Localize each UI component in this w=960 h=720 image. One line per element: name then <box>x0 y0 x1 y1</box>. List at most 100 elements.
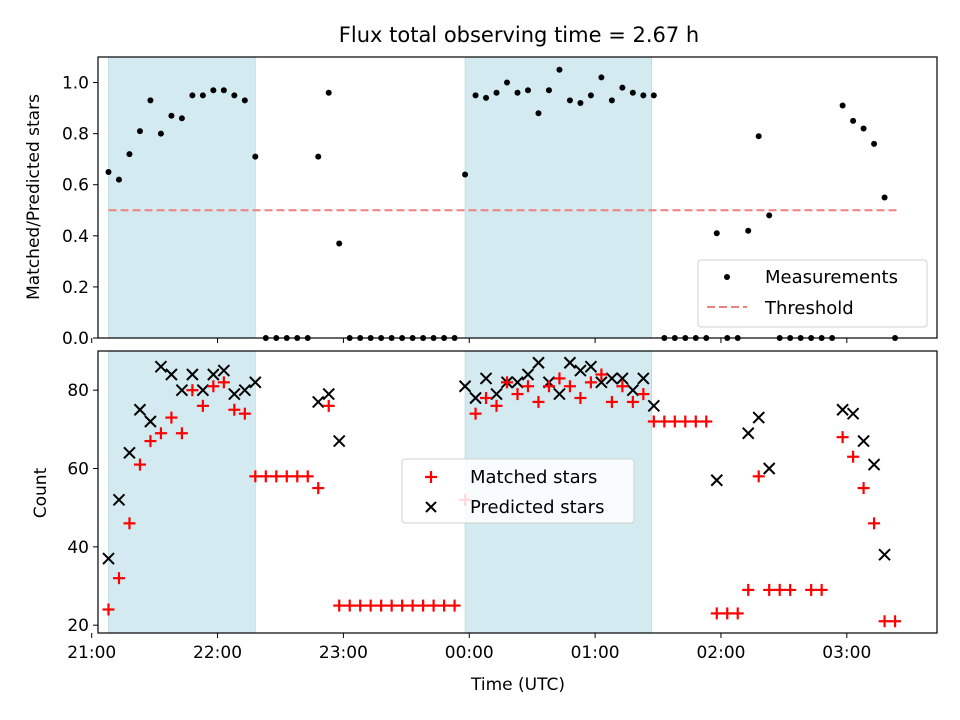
predicted-stars-point <box>626 383 640 397</box>
measurement-point <box>535 110 542 117</box>
measurement-point <box>556 66 563 73</box>
matched-stars-point <box>763 583 776 596</box>
predicted-stars-point <box>563 356 577 369</box>
y-tick-label: 40 <box>67 538 89 558</box>
measurement-point <box>871 140 878 147</box>
matched-stars-point <box>679 415 692 428</box>
x-tick-label: 02:00 <box>696 643 745 663</box>
ratio-legend-box <box>697 259 928 328</box>
matched-stars-point <box>270 470 283 483</box>
matched-stars-point <box>847 450 860 463</box>
predicted-stars-point <box>490 387 503 401</box>
matched-stars-point <box>490 399 503 412</box>
predicted-stars-point <box>836 403 849 416</box>
matched-stars-point <box>805 583 818 596</box>
measurement-point <box>577 99 584 106</box>
matched-stars-point <box>784 583 797 596</box>
matched-stars-point <box>637 388 650 401</box>
measurement-point <box>157 130 164 137</box>
predicted-stars-point <box>133 403 147 416</box>
matched-stars-point <box>396 599 409 612</box>
measurement-point <box>241 97 248 104</box>
predicted-stars-point <box>511 376 524 389</box>
measurement-point <box>587 92 594 99</box>
matched-stars-point <box>364 599 377 612</box>
matched-stars-point <box>511 388 524 401</box>
matched-stars-point <box>175 427 188 440</box>
legend-matched-label: Matched stars <box>470 467 597 488</box>
predicted-stars-point <box>458 380 472 393</box>
ratio-legend: Measurements Threshold <box>697 259 928 328</box>
measurement-point <box>189 92 196 99</box>
legend-threshold-label: Threshold <box>764 298 854 319</box>
predicted-stars-point <box>186 368 199 381</box>
x-tick-label: 00:00 <box>445 643 494 663</box>
predicted-stars-point <box>228 387 241 401</box>
predicted-stars-point <box>479 372 493 385</box>
predicted-stars-point <box>857 434 870 448</box>
x-tick-label: 22:00 <box>193 643 242 663</box>
matched-stars-point <box>186 384 199 397</box>
predicted-stars-point <box>532 356 545 369</box>
predicted-stars-point <box>144 415 157 428</box>
matched-stars-point <box>626 395 639 408</box>
measurement-point <box>524 87 531 94</box>
matched-stars-point <box>605 395 618 408</box>
y-tick-label: 0.8 <box>62 125 89 145</box>
measurement-point <box>483 94 490 101</box>
predicted-stars-point <box>710 474 723 487</box>
measurement-point <box>126 151 133 158</box>
measurement-point <box>504 79 511 86</box>
matched-stars-point <box>668 415 681 428</box>
x-tick-label: 23:00 <box>319 643 368 663</box>
matched-stars-point <box>647 415 660 428</box>
matched-stars-point <box>448 599 461 612</box>
matched-stars-point <box>144 435 157 448</box>
measurement-point <box>640 92 647 99</box>
predicted-stars-point <box>521 368 535 381</box>
matched-stars-point <box>532 395 545 408</box>
count-panel: 21:00 22:00 23:00 00:00 01:00 02:00 03:00 20 40… <box>31 350 938 695</box>
matched-stars-point <box>700 415 713 428</box>
predicted-stars-point <box>238 383 252 397</box>
predicted-stars-point <box>762 462 776 475</box>
ratio-panel-frame <box>97 56 938 339</box>
x-axis-label: Time (UTC) <box>470 675 565 695</box>
matched-stars-point <box>217 376 230 389</box>
predicted-stars-point <box>867 458 881 471</box>
measurement-point <box>462 171 469 178</box>
measurement-point <box>598 74 605 81</box>
measurement-point <box>336 240 343 247</box>
predicted-stars-point <box>154 360 168 373</box>
legend-predicted-label: Predicted stars <box>470 497 604 518</box>
matched-stars-point <box>731 607 744 620</box>
matched-stars-point <box>836 431 849 444</box>
measurement-point <box>881 194 888 201</box>
predicted-stars-point <box>217 364 231 377</box>
legend-matched-marker <box>425 471 437 483</box>
predicted-stars-point <box>574 364 587 377</box>
measurement-point <box>850 117 857 124</box>
predicted-stars-point <box>207 368 220 381</box>
predicted-stars-point <box>595 376 608 389</box>
matched-stars-point <box>133 458 146 471</box>
matched-stars-point <box>521 380 534 393</box>
predicted-stars-point <box>123 446 136 460</box>
matched-stars-point <box>501 376 514 389</box>
predicted-stars-point <box>752 411 765 424</box>
measurement-point <box>105 168 112 175</box>
legend-measurements-marker <box>724 274 730 280</box>
measurement-point <box>839 102 846 109</box>
matched-stars-point <box>658 415 671 428</box>
matched-stars-point <box>616 380 629 393</box>
matched-stars-point <box>542 380 555 393</box>
count-legend: Matched stars Predicted stars <box>401 458 635 524</box>
predicted-stars-point <box>878 548 891 561</box>
matched-stars-point <box>280 470 293 483</box>
measurement-point <box>168 112 175 119</box>
matched-stars-point <box>553 372 566 385</box>
predicted-stars-point <box>312 395 325 409</box>
measurement-point <box>745 227 752 234</box>
matched-stars-point <box>595 368 608 381</box>
chart-title: Flux total observing time = 2.67 h <box>339 23 699 47</box>
